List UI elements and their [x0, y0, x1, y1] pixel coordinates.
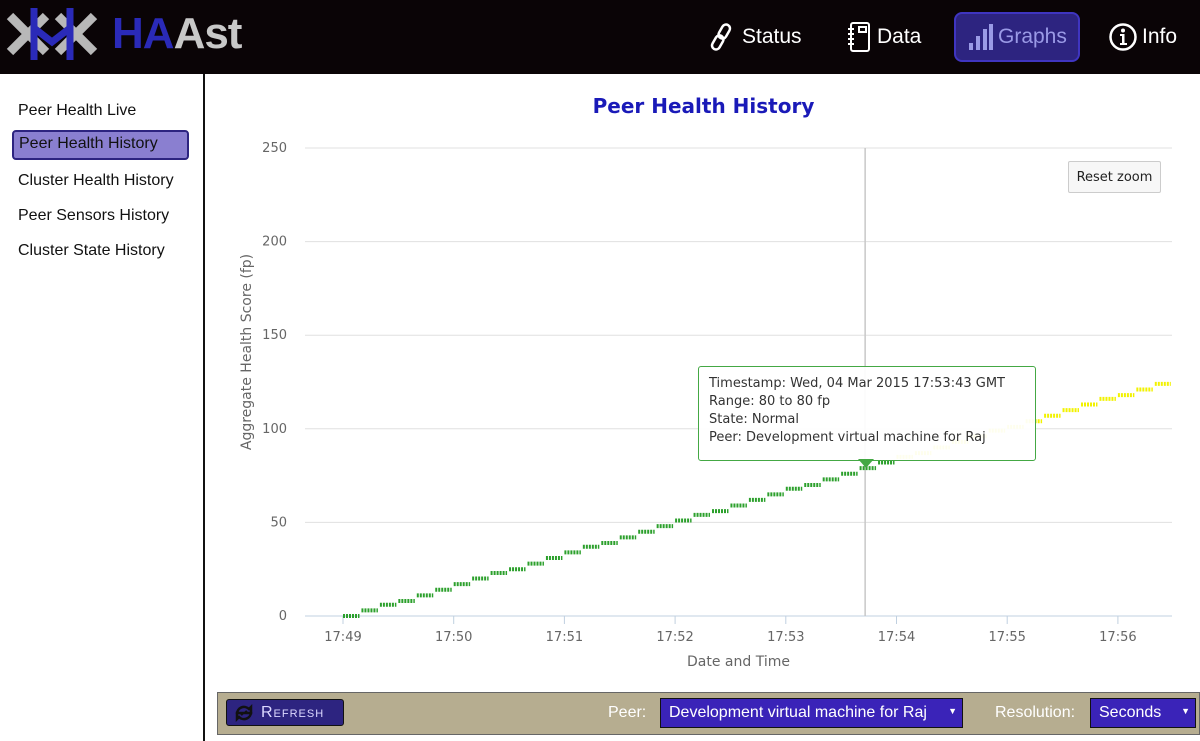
sidebar-item-cluster-state-history[interactable]: Cluster State History: [18, 242, 165, 259]
y-axis-label: Aggregate Health Score (fp): [239, 254, 255, 450]
tooltip-state: State: Normal: [709, 412, 799, 427]
x-tick-label: 17:50: [435, 630, 472, 645]
nav-label: Info: [1142, 25, 1178, 48]
y-tick-label: 250: [262, 141, 287, 156]
refresh-icon: [235, 703, 253, 722]
y-tick-label: 200: [262, 235, 287, 250]
y-tick-label: 50: [270, 515, 287, 530]
controls-bar: Refresh Peer: Development virtual machin…: [217, 692, 1200, 735]
peer-select-value: Development virtual machine for Raj: [669, 704, 927, 721]
nav-status[interactable]: Status: [698, 12, 812, 62]
reset-zoom-button[interactable]: Reset zoom: [1068, 161, 1161, 193]
resolution-select[interactable]: Seconds ▼: [1090, 698, 1196, 728]
y-tick-label: 100: [262, 422, 287, 437]
nav-label: Data: [877, 25, 922, 48]
refresh-button[interactable]: Refresh: [226, 699, 344, 726]
logo-text: HAAst: [112, 9, 242, 58]
top-bar: HAAst Status Data Graphs Info: [0, 0, 1200, 74]
logo[interactable]: HAAst: [6, 6, 242, 62]
nav-label: Status: [742, 25, 802, 48]
nav-data[interactable]: Data: [835, 12, 931, 62]
y-tick-label: 150: [262, 328, 287, 343]
refresh-label: Refresh: [261, 703, 325, 721]
x-tick-label: 17:51: [546, 630, 583, 645]
y-tick-label: 0: [279, 609, 287, 624]
sidebar-item-peer-health-live[interactable]: Peer Health Live: [18, 102, 137, 119]
resolution-label: Resolution:: [995, 704, 1076, 721]
haast-logo-icon: [6, 8, 98, 60]
bar-chart-icon: [969, 24, 993, 50]
info-icon: [1109, 23, 1137, 51]
tooltip-timestamp: Timestamp: Wed, 04 Mar 2015 17:53:43 GMT: [709, 376, 1005, 391]
resolution-select-value: Seconds: [1099, 704, 1162, 721]
tooltip-range: Range: 80 to 80 fp: [709, 394, 831, 409]
tooltip: Timestamp: Wed, 04 Mar 2015 17:53:43 GMT…: [698, 366, 1036, 461]
x-tick-label: 17:49: [324, 630, 361, 645]
sidebar: Peer Health Live Peer Health History Clu…: [0, 74, 205, 741]
peer-select[interactable]: Development virtual machine for Raj ▼: [660, 698, 963, 728]
dropdown-arrow-icon: ▼: [948, 706, 957, 716]
sidebar-item-cluster-health-history[interactable]: Cluster Health History: [18, 172, 174, 189]
x-tick-label: 17:54: [878, 630, 915, 645]
x-tick-label: 17:55: [988, 630, 1025, 645]
x-tick-label: 17:53: [767, 630, 804, 645]
notebook-icon: [848, 22, 870, 52]
nav-info[interactable]: Info: [1098, 12, 1187, 62]
link-icon: [710, 23, 732, 51]
sidebar-item-peer-sensors-history[interactable]: Peer Sensors History: [18, 207, 170, 224]
sidebar-item-peer-health-history[interactable]: Peer Health History: [12, 130, 189, 160]
x-tick-label: 17:56: [1099, 630, 1136, 645]
x-tick-label: 17:52: [656, 630, 693, 645]
nav-graphs[interactable]: Graphs: [954, 12, 1080, 62]
dropdown-arrow-icon: ▼: [1181, 706, 1190, 716]
chart-title: Peer Health History: [592, 94, 815, 118]
tooltip-arrow: [858, 459, 874, 468]
peer-label: Peer:: [608, 704, 647, 721]
tooltip-peer: Peer: Development virtual machine for Ra…: [709, 430, 986, 445]
nav-label: Graphs: [998, 25, 1067, 48]
x-axis-label: Date and Time: [687, 654, 790, 670]
